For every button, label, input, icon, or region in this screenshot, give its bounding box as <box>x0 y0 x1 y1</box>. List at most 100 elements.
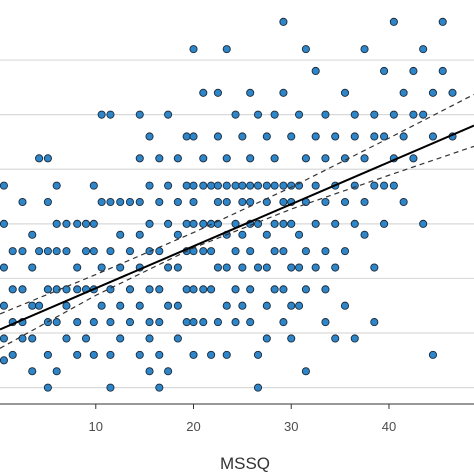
data-point-185 <box>270 110 279 119</box>
data-point-125 <box>199 88 208 97</box>
data-point-56 <box>97 110 106 119</box>
data-point-128 <box>199 219 208 228</box>
data-point-195 <box>279 219 288 228</box>
data-point-248 <box>370 132 379 141</box>
data-point-254 <box>380 181 389 190</box>
data-point-6 <box>8 247 17 256</box>
data-point-15 <box>28 230 37 239</box>
data-point-74 <box>125 285 135 294</box>
data-point-38 <box>62 285 71 294</box>
data-point-76 <box>135 110 144 119</box>
data-point-142 <box>213 263 222 272</box>
data-point-139 <box>213 181 222 190</box>
data-point-134 <box>207 247 216 256</box>
data-point-93 <box>155 247 164 256</box>
data-point-3 <box>0 301 8 310</box>
data-point-257 <box>389 110 398 119</box>
data-point-17 <box>28 301 37 310</box>
data-point-214 <box>301 247 310 256</box>
data-point-89 <box>145 334 154 343</box>
data-point-30 <box>52 181 61 190</box>
data-point-2 <box>0 263 8 272</box>
data-point-66 <box>106 383 115 392</box>
data-point-91 <box>155 154 164 163</box>
data-point-42 <box>73 263 82 272</box>
data-point-119 <box>189 197 198 207</box>
data-point-215 <box>301 285 310 294</box>
data-point-54 <box>89 318 98 327</box>
data-point-81 <box>135 301 144 310</box>
data-point-20 <box>35 154 44 163</box>
data-point-204 <box>287 301 296 310</box>
data-point-14 <box>18 334 27 343</box>
data-point-32 <box>52 247 61 256</box>
data-point-85 <box>145 219 154 228</box>
data-point-173 <box>253 181 263 190</box>
data-point-230 <box>331 219 340 228</box>
data-point-94 <box>155 285 164 294</box>
data-point-165 <box>246 154 255 163</box>
data-point-159 <box>238 181 247 190</box>
data-point-40 <box>62 334 71 343</box>
data-point-39 <box>62 301 71 310</box>
data-point-57 <box>97 197 106 207</box>
data-point-197 <box>279 285 288 294</box>
data-point-255 <box>380 219 389 228</box>
data-point-24 <box>43 197 52 207</box>
data-point-181 <box>262 230 271 239</box>
data-point-247 <box>370 110 379 119</box>
data-point-87 <box>145 285 154 294</box>
data-point-35 <box>52 367 61 376</box>
data-point-102 <box>164 301 173 310</box>
data-point-58 <box>97 263 106 272</box>
data-point-10 <box>18 197 27 207</box>
data-point-179 <box>262 181 271 190</box>
data-point-105 <box>173 197 182 207</box>
data-point-151 <box>222 350 231 359</box>
data-point-111 <box>182 181 191 190</box>
data-point-251 <box>370 318 379 327</box>
data-point-245 <box>360 197 369 207</box>
data-point-1 <box>0 219 8 228</box>
data-point-127 <box>199 181 208 190</box>
data-point-16 <box>28 263 37 272</box>
data-point-263 <box>409 66 418 76</box>
data-point-169 <box>246 247 255 256</box>
data-point-7 <box>8 285 17 294</box>
data-point-160 <box>238 197 247 207</box>
data-point-78 <box>135 197 144 207</box>
data-point-122 <box>189 285 198 294</box>
data-point-191 <box>279 17 288 26</box>
data-point-223 <box>321 154 330 163</box>
data-point-224 <box>321 197 330 207</box>
data-point-268 <box>419 219 428 228</box>
data-point-46 <box>81 219 91 228</box>
data-point-156 <box>231 285 240 294</box>
data-point-260 <box>399 88 408 97</box>
data-point-121 <box>189 247 198 256</box>
data-point-108 <box>173 301 182 310</box>
data-point-124 <box>189 350 198 359</box>
data-point-211 <box>301 45 310 54</box>
data-point-55 <box>89 350 98 359</box>
x-tick-label-3: 40 <box>382 419 396 434</box>
data-point-103 <box>164 367 173 376</box>
data-point-182 <box>262 263 271 272</box>
data-point-36 <box>62 219 71 228</box>
data-point-244 <box>360 154 369 163</box>
data-point-155 <box>231 247 240 256</box>
data-point-109 <box>173 334 182 343</box>
data-point-253 <box>380 132 389 141</box>
data-point-218 <box>311 132 320 141</box>
data-point-107 <box>173 263 182 272</box>
data-point-202 <box>287 219 296 228</box>
data-point-68 <box>116 230 125 239</box>
ci-lower-line <box>0 145 474 349</box>
data-point-79 <box>135 230 144 239</box>
data-point-114 <box>182 285 191 294</box>
data-point-219 <box>311 181 320 190</box>
data-point-266 <box>419 45 428 54</box>
data-point-92 <box>155 197 164 207</box>
data-point-150 <box>222 301 231 310</box>
